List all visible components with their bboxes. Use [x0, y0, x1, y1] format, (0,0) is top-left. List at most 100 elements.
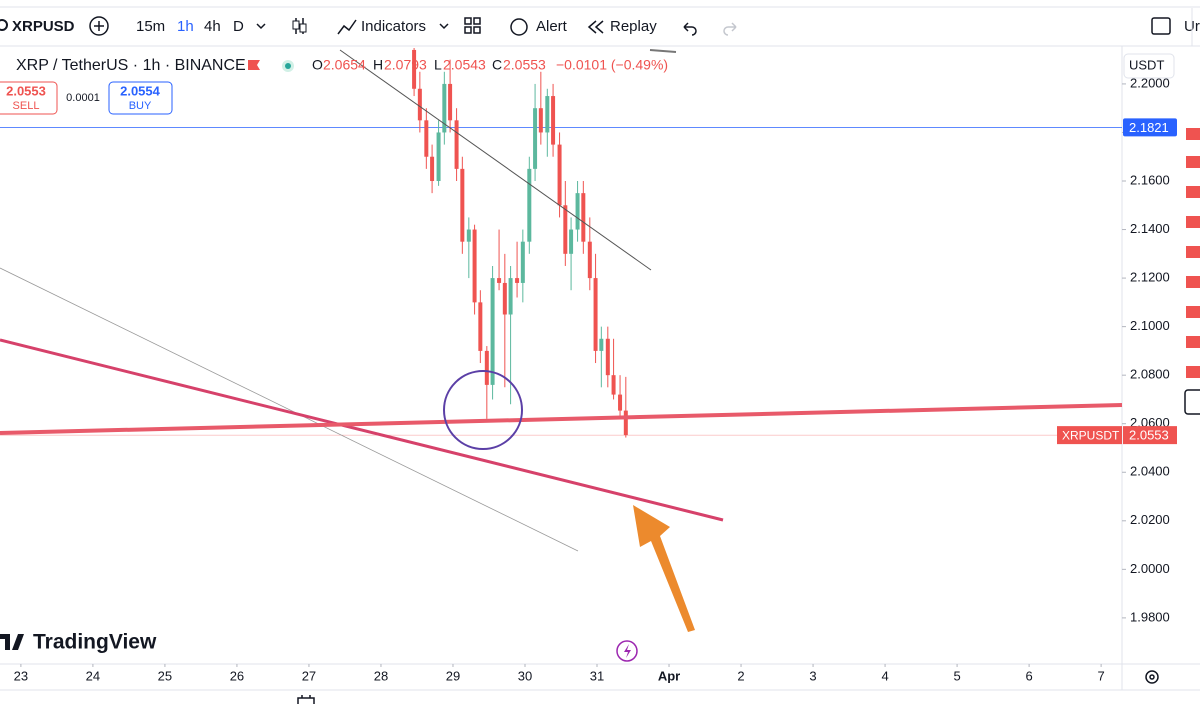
candle-body [508, 278, 513, 315]
candle-body [527, 168, 532, 242]
indicators[interactable]: Indicators [361, 18, 426, 35]
x-tick-label: 4 [881, 668, 888, 683]
last-price-label: 2.0553 [1129, 428, 1169, 443]
alert-icon [510, 18, 528, 36]
ohlc-label: C [492, 57, 502, 73]
candle-body [545, 96, 550, 133]
add-symbol[interactable] [89, 16, 109, 36]
x-tick-label: 25 [158, 668, 172, 683]
chart-layer: 2.20002.18002.16002.14002.12002.10002.08… [0, 48, 1177, 683]
x-tick-label: 31 [590, 668, 604, 683]
interval[interactable]: 15m [136, 18, 165, 35]
price-line-label: 2.1821 [1129, 120, 1169, 135]
settings-icon[interactable] [1145, 670, 1159, 684]
candle-body [569, 229, 574, 254]
spread: 0.0001 [66, 92, 100, 104]
last-price-label-bg [1123, 426, 1177, 445]
logo-mark [0, 634, 24, 650]
indicators-icon [337, 19, 357, 35]
ohlc-value: 2.0793 [384, 57, 427, 73]
candle-body [533, 108, 538, 169]
flag-box[interactable] [1184, 389, 1200, 415]
search-icon[interactable] [0, 19, 8, 31]
ohlc-value: 2.0543 [443, 57, 486, 73]
sell-button[interactable] [0, 81, 58, 115]
candle-body [557, 144, 562, 206]
candle-body [515, 278, 520, 283]
candle-body [605, 338, 610, 376]
circle-drawing[interactable] [443, 370, 523, 450]
x-tick-label: 5 [953, 668, 960, 683]
flags-column [1186, 128, 1200, 378]
y-tick-label: 2.0400 [1130, 464, 1170, 479]
x-tick-label: 27 [302, 668, 316, 683]
x-tick-label: 6 [1025, 668, 1032, 683]
candle-body [599, 338, 604, 351]
checkbox[interactable] [1151, 17, 1171, 35]
candle-body [484, 350, 489, 385]
legend-title: XRP / TetherUS · 1h · BINANCE [16, 57, 246, 74]
candle-icon [292, 20, 300, 30]
candle-body [448, 83, 453, 121]
y-tick-label: 2.1200 [1130, 270, 1170, 285]
price-line-label-bg [1123, 118, 1177, 137]
x-tick-label: 28 [374, 668, 388, 683]
currency-box[interactable] [1123, 53, 1175, 79]
x-tick-label: 23 [14, 668, 28, 683]
candle-body [563, 205, 568, 254]
status-dot-core [285, 63, 291, 69]
trend-line[interactable] [339, 49, 652, 271]
candle-body [623, 410, 628, 436]
trend-line[interactable] [0, 338, 724, 522]
currency[interactable]: USDT [1129, 57, 1164, 72]
buy-button[interactable] [108, 81, 173, 115]
symbol-label: XRPUSDT [1062, 428, 1120, 442]
x-tick-label: 26 [230, 668, 244, 683]
layouts-icon[interactable] [464, 17, 481, 34]
alert[interactable]: Alert [536, 18, 568, 35]
trend-line[interactable] [0, 267, 579, 552]
x-tick-label: 29 [446, 668, 460, 683]
plus [94, 21, 104, 31]
undo[interactable] [683, 22, 697, 36]
x-tick-label: Apr [658, 668, 680, 683]
interval[interactable]: 1h [177, 18, 194, 35]
trend-line[interactable] [0, 403, 1123, 435]
candle-body [424, 120, 429, 157]
x-tick-label: 30 [518, 668, 532, 683]
candle-body [442, 83, 447, 133]
buy-label: BUY [129, 100, 152, 112]
logo: TradingView [33, 631, 157, 654]
symbol-label-bg [1057, 426, 1122, 445]
y-tick-label: 2.0200 [1130, 512, 1170, 527]
candle-body [412, 49, 417, 89]
redo[interactable] [723, 22, 737, 36]
x-tick-label: 2 [737, 668, 744, 683]
dropdown[interactable] [256, 23, 266, 30]
dropdown[interactable] [439, 23, 449, 30]
candle-body [430, 156, 435, 182]
candle-body [551, 96, 556, 145]
candle-body [502, 282, 507, 315]
candle-body [581, 193, 586, 242]
ohlc-value: 2.0553 [503, 57, 546, 73]
candle-body [520, 241, 525, 283]
candle-body [436, 132, 441, 182]
arrow-drawing[interactable] [633, 505, 695, 632]
candle-body [478, 302, 483, 351]
interval[interactable]: D [233, 18, 244, 35]
interval[interactable]: 4h [204, 18, 221, 35]
symbol[interactable]: XRPUSD [12, 18, 75, 35]
candle-body [472, 229, 477, 303]
candle-body [611, 375, 616, 395]
y-tick-label: 2.1000 [1130, 318, 1170, 333]
candle-body [454, 120, 459, 169]
sell-price: 2.0553 [6, 83, 46, 98]
x-tick-label: 7 [1097, 668, 1104, 683]
y-tick-label: 2.0800 [1130, 367, 1170, 382]
candle-body [618, 394, 623, 411]
candle-body [497, 278, 502, 283]
flag-icon[interactable] [248, 60, 260, 70]
replay[interactable]: Replay [610, 18, 657, 35]
